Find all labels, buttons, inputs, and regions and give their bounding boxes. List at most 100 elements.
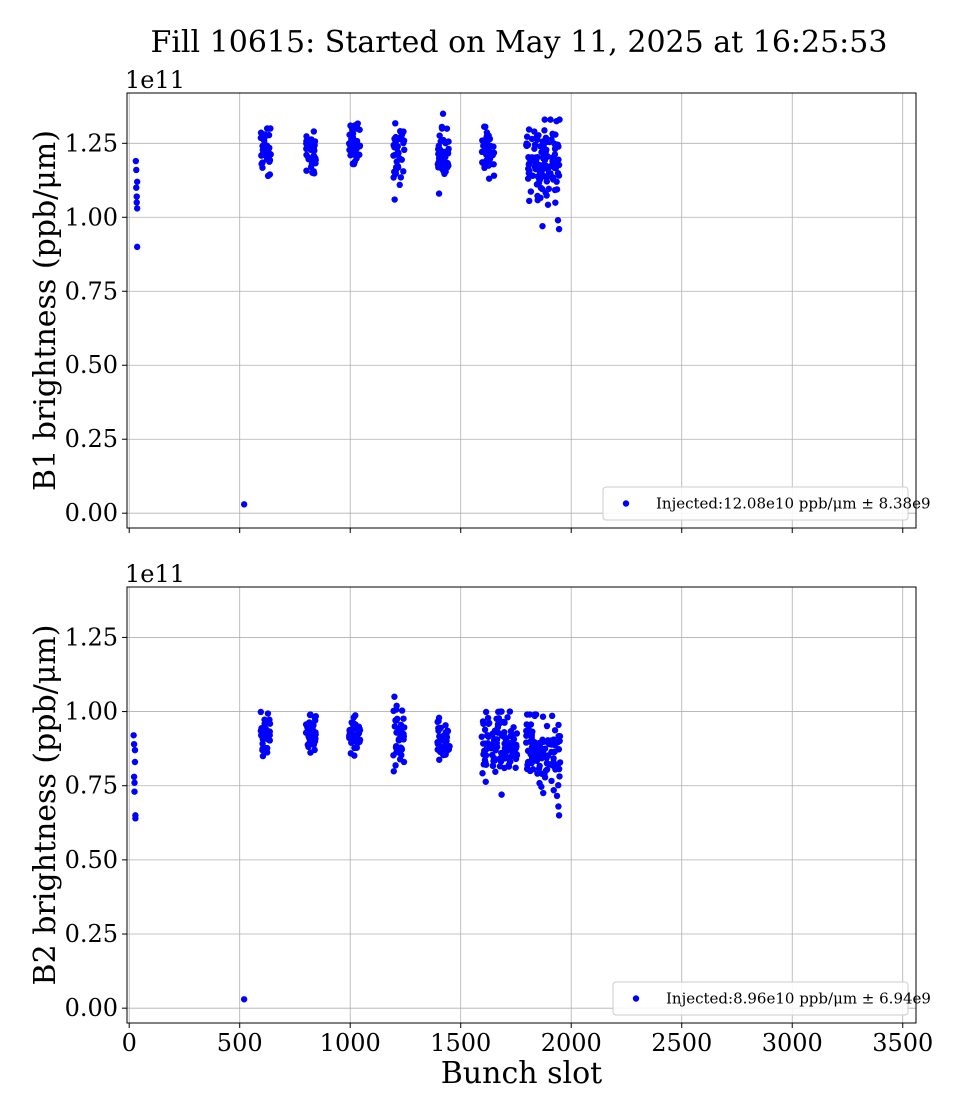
data-point xyxy=(133,193,140,200)
x-tick-label: 3000 xyxy=(762,1029,823,1057)
data-point xyxy=(525,170,533,177)
data-point xyxy=(555,721,562,729)
data-point xyxy=(490,143,497,150)
x-tick-label: 1500 xyxy=(430,1029,491,1057)
data-point xyxy=(534,770,541,777)
data-point xyxy=(489,762,497,769)
data-point xyxy=(510,735,518,743)
data-point xyxy=(443,737,450,745)
data-point xyxy=(481,726,489,733)
data-point xyxy=(501,719,508,726)
data-point xyxy=(439,110,447,117)
data-point xyxy=(398,745,405,752)
data-point xyxy=(311,147,318,154)
data-point xyxy=(536,739,544,747)
data-point xyxy=(555,143,562,150)
y-offset-text: 1e11 xyxy=(125,66,185,94)
data-point xyxy=(444,164,451,171)
data-point xyxy=(523,141,530,149)
data-point xyxy=(513,751,520,758)
data-point xyxy=(544,201,552,208)
data-point xyxy=(554,217,562,224)
data-point xyxy=(556,733,564,740)
data-point xyxy=(443,125,451,132)
legend-label: Injected:12.08e10 ppb/μm ± 8.38e9 xyxy=(656,495,931,513)
data-point xyxy=(264,710,272,717)
legend-marker xyxy=(622,500,630,507)
data-point xyxy=(497,708,504,715)
data-point xyxy=(435,142,442,150)
data-point xyxy=(302,721,310,728)
y-tick-label: 1.25 xyxy=(65,623,118,651)
data-point xyxy=(306,143,314,150)
data-point xyxy=(533,181,541,188)
data-point xyxy=(523,133,531,140)
data-point xyxy=(534,154,541,161)
data-point xyxy=(553,792,561,800)
data-point xyxy=(259,740,266,747)
data-point xyxy=(531,141,539,148)
data-point xyxy=(531,163,538,170)
data-point xyxy=(491,757,499,764)
data-point xyxy=(541,745,549,752)
data-point xyxy=(263,749,271,756)
data-point xyxy=(398,707,406,714)
data-point xyxy=(552,199,559,206)
x-tick-label: 1000 xyxy=(320,1029,381,1057)
data-point xyxy=(551,727,559,734)
x-tick-label: 500 xyxy=(217,1029,263,1057)
data-point xyxy=(548,748,555,756)
data-point xyxy=(396,181,403,189)
data-point xyxy=(435,164,442,171)
y-tick-label: 0.75 xyxy=(65,772,118,800)
data-point xyxy=(523,739,530,746)
x-tick-label: 2000 xyxy=(541,1029,602,1057)
data-point xyxy=(482,708,490,716)
data-point xyxy=(435,727,442,734)
data-point xyxy=(261,134,268,141)
data-point xyxy=(528,135,536,143)
data-point xyxy=(390,768,397,775)
data-point xyxy=(259,142,266,150)
data-point xyxy=(312,717,319,724)
data-point xyxy=(441,148,448,156)
data-point xyxy=(541,771,548,778)
data-point xyxy=(391,135,398,142)
data-point xyxy=(398,751,405,759)
data-point xyxy=(133,178,141,185)
data-point xyxy=(488,751,496,759)
data-point xyxy=(480,761,487,768)
data-point xyxy=(485,132,492,139)
data-point xyxy=(390,707,397,715)
data-point xyxy=(523,721,530,728)
data-point xyxy=(553,186,561,193)
data-point xyxy=(482,778,489,785)
data-point xyxy=(439,733,447,740)
data-point xyxy=(310,128,318,135)
data-point xyxy=(536,779,543,787)
y-tick-label: 0.75 xyxy=(65,277,118,305)
data-point xyxy=(496,763,504,770)
data-point xyxy=(401,724,408,731)
data-point xyxy=(266,171,274,178)
data-point xyxy=(240,501,248,508)
data-point xyxy=(548,712,556,720)
legend-label: Injected:8.96e10 ppb/μm ± 6.94e9 xyxy=(666,990,931,1008)
data-point xyxy=(490,172,498,179)
data-point xyxy=(556,773,563,780)
data-point xyxy=(523,732,530,739)
data-point xyxy=(482,740,489,747)
data-point xyxy=(526,197,533,205)
data-point xyxy=(479,770,486,777)
data-point xyxy=(133,184,140,191)
y-tick-label: 1.00 xyxy=(65,203,118,231)
data-point xyxy=(392,762,399,769)
data-point xyxy=(536,752,543,760)
data-point xyxy=(130,740,138,748)
data-point xyxy=(390,752,397,759)
y-tick-label: 0.50 xyxy=(65,846,118,874)
data-point xyxy=(539,713,547,720)
data-point xyxy=(502,736,510,744)
data-point xyxy=(266,716,273,723)
data-point xyxy=(492,768,499,775)
